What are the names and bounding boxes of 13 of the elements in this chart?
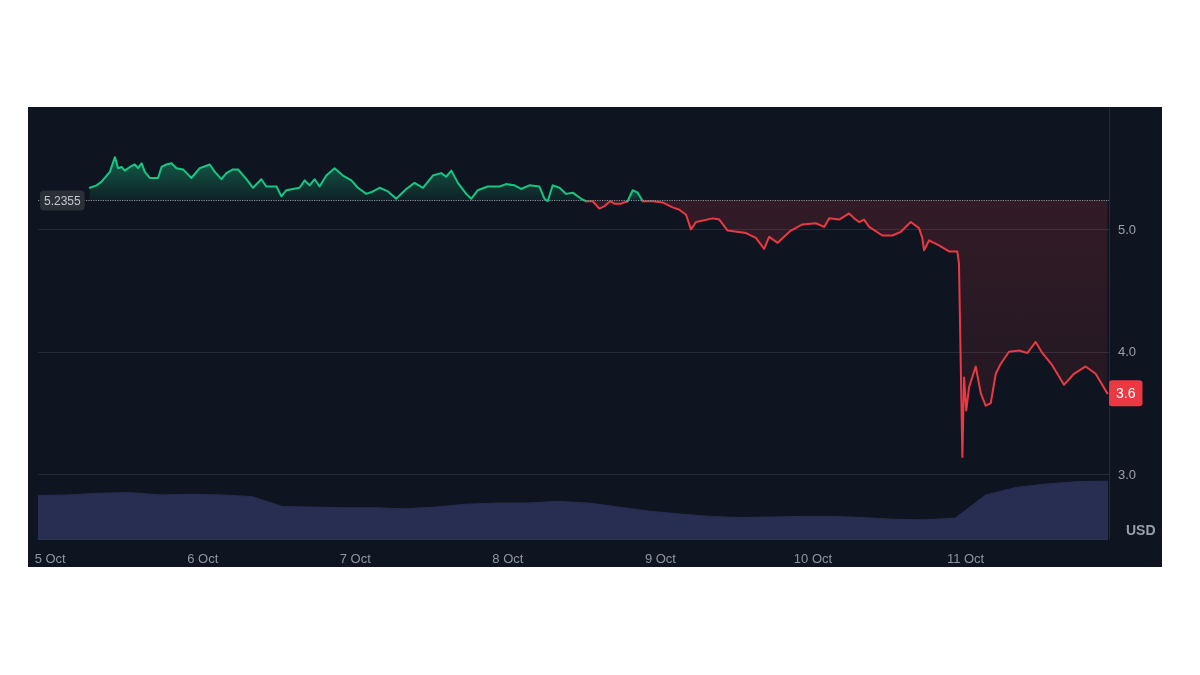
x-tick-label: 9 Oct	[644, 551, 677, 566]
text: 3.6	[1116, 385, 1136, 402]
x-tick-label: 5 Oct	[34, 551, 67, 566]
x-tick-label: 8 Oct	[492, 551, 524, 566]
y-tick-label: 3.0	[1118, 466, 1137, 482]
x-tick-label: 10 Oct	[793, 551, 833, 566]
x-tick-label: 6 Oct	[187, 551, 219, 566]
y-tick-label: 4.0	[1118, 344, 1137, 360]
y-axis-title: USD	[1126, 522, 1156, 538]
ref-line-label: 5.2355	[44, 193, 82, 208]
x-tick-label: 11 Oct	[946, 551, 985, 566]
x-tick-label: 7 Oct	[339, 551, 372, 566]
y-tick-label: 5.0	[1118, 221, 1137, 237]
